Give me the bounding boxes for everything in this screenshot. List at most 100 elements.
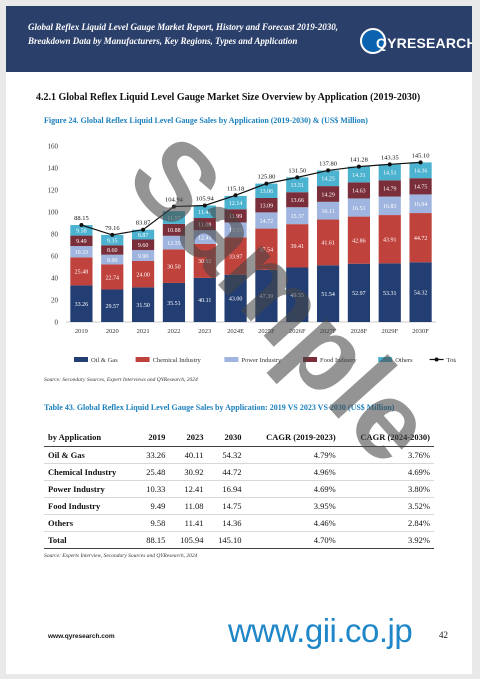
legend-swatch bbox=[74, 357, 88, 362]
legend-swatch bbox=[303, 357, 317, 362]
bar-segment bbox=[286, 207, 309, 225]
total-label: 141.28 bbox=[350, 157, 368, 164]
data-label: 35.51 bbox=[167, 301, 181, 307]
bar-segment bbox=[224, 274, 247, 322]
data-label: 31.50 bbox=[136, 303, 150, 309]
bar-segment bbox=[347, 216, 371, 264]
data-label: 33.97 bbox=[229, 254, 243, 260]
data-label: 14.29 bbox=[321, 192, 335, 198]
report-title-line-2: Breakdown Data by Manufacturers, Key Reg… bbox=[28, 36, 298, 46]
bar-segment bbox=[409, 213, 432, 263]
y-tick-label: 120 bbox=[48, 187, 59, 195]
bar-segment bbox=[70, 257, 93, 286]
bar-segment bbox=[162, 223, 186, 236]
header-cell: CAGR (2024-2030) bbox=[339, 428, 434, 447]
data-label: 40.11 bbox=[198, 298, 211, 304]
bar-segment bbox=[131, 260, 155, 288]
data-label: 39.41 bbox=[291, 244, 305, 250]
data-label: 12.35 bbox=[167, 241, 181, 247]
bar-segment bbox=[316, 170, 340, 187]
bar-segment bbox=[131, 229, 155, 240]
x-tick-label: 2029F bbox=[381, 328, 398, 335]
bar-segment bbox=[316, 201, 340, 220]
table-header-row: by Application 2019 2023 2030 CAGR (2019… bbox=[44, 428, 434, 447]
x-tick-label: 2030F bbox=[412, 328, 429, 335]
total-marker bbox=[387, 162, 392, 167]
total-label: 104.94 bbox=[165, 197, 184, 204]
total-marker bbox=[326, 168, 331, 173]
bar-segment bbox=[162, 282, 186, 322]
bar-segment bbox=[409, 162, 432, 179]
data-label: 8.87 bbox=[138, 233, 149, 239]
header-cell: by Application bbox=[44, 428, 137, 447]
bar-segment bbox=[255, 269, 278, 322]
table-cell: 3.52% bbox=[339, 497, 434, 515]
table-cell: 3.76% bbox=[339, 446, 434, 464]
total-marker bbox=[171, 204, 176, 209]
data-label: 9.49 bbox=[76, 239, 87, 245]
bar-segment bbox=[70, 235, 93, 247]
x-tick-label: 2028F bbox=[351, 328, 368, 335]
table-caption: Table 43. Global Reflex Liquid Level Gau… bbox=[44, 403, 395, 412]
data-label: 13.06 bbox=[260, 189, 274, 195]
y-tick-label: 140 bbox=[48, 165, 59, 173]
bar-segment bbox=[224, 222, 247, 238]
bar-segment bbox=[378, 263, 401, 322]
total-marker bbox=[356, 164, 361, 169]
total-marker bbox=[264, 181, 269, 186]
bar-segment bbox=[224, 209, 247, 223]
bar-segment bbox=[409, 262, 432, 322]
row-label: Power Industry bbox=[44, 480, 137, 498]
table-cell: 88.15 bbox=[136, 531, 170, 549]
bar-segment bbox=[101, 234, 124, 246]
y-tick-label: 40 bbox=[51, 275, 59, 283]
table-cell: 2.84% bbox=[339, 514, 434, 532]
table-cell: 40.11 bbox=[169, 446, 208, 464]
bar-segment bbox=[286, 192, 309, 208]
bar-segment bbox=[255, 228, 278, 270]
table-cell: 4.69% bbox=[245, 480, 340, 498]
data-label: 16.94 bbox=[414, 202, 428, 208]
data-label: 14.75 bbox=[414, 185, 428, 191]
data-label: 52.97 bbox=[352, 291, 366, 297]
table-cell: 4.46% bbox=[245, 514, 340, 532]
data-label: 9.90 bbox=[138, 254, 149, 260]
bar-segment bbox=[70, 285, 93, 322]
total-marker bbox=[233, 193, 238, 198]
bar-segment bbox=[162, 235, 186, 250]
row-label: Oil & Gas bbox=[44, 446, 137, 464]
bar-segment bbox=[101, 254, 124, 265]
data-label: 11.99 bbox=[229, 214, 242, 220]
table-cell: 11.41 bbox=[169, 514, 208, 532]
bar-segment bbox=[347, 182, 371, 199]
table-cell: 54.32 bbox=[207, 446, 246, 464]
table-total-row: Total 88.15 105.94 145.10 4.70% 3.92% bbox=[44, 531, 434, 549]
data-label: 41.61 bbox=[321, 241, 335, 247]
footer-website: www.qyresearch.com bbox=[48, 633, 115, 640]
table-cell: 16.94 bbox=[207, 480, 246, 498]
page-number: 42 bbox=[439, 630, 448, 640]
table-cell: 9.58 bbox=[136, 514, 170, 532]
x-tick-label: 2023 bbox=[198, 328, 211, 335]
bar-segment bbox=[255, 183, 278, 198]
legend-swatch bbox=[135, 357, 150, 362]
data-label: 14.36 bbox=[414, 169, 428, 175]
legend-label: Food Industry bbox=[320, 357, 357, 364]
data-label: 16.11 bbox=[321, 209, 334, 215]
data-label: 11.57 bbox=[167, 216, 180, 222]
data-label: 13.09 bbox=[260, 203, 274, 209]
data-label: 33.26 bbox=[75, 302, 89, 308]
bar-segment bbox=[193, 243, 216, 278]
table-row: Chemical Industry 25.48 30.92 44.72 4.96… bbox=[44, 463, 434, 481]
data-label: 54.32 bbox=[414, 290, 428, 296]
data-label: 14.63 bbox=[352, 189, 366, 195]
bar-segment bbox=[286, 177, 309, 193]
legend-label: Power Industry bbox=[241, 357, 282, 364]
table-cell: 11.08 bbox=[169, 497, 208, 515]
report-title-line-1: Global Reflex Liquid Level Gauge Market … bbox=[28, 22, 338, 32]
bar-segment bbox=[316, 219, 340, 266]
bar-segment bbox=[101, 264, 124, 290]
data-label: 43.00 bbox=[229, 297, 243, 303]
table-cell: 12.41 bbox=[169, 480, 208, 498]
logo-text: QYRESEARCH bbox=[376, 35, 472, 51]
